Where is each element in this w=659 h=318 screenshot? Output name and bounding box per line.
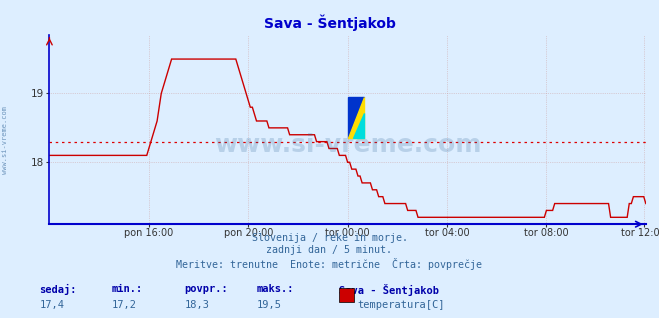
Text: Sava - Šentjakob: Sava - Šentjakob	[264, 14, 395, 31]
Text: Meritve: trenutne  Enote: metrične  Črta: povprečje: Meritve: trenutne Enote: metrične Črta: …	[177, 258, 482, 270]
Text: Slovenija / reke in morje.: Slovenija / reke in morje.	[252, 233, 407, 243]
Text: 17,4: 17,4	[40, 300, 65, 309]
Text: povpr.:: povpr.:	[185, 284, 228, 294]
Polygon shape	[348, 97, 364, 138]
Polygon shape	[348, 97, 364, 138]
Text: 19,5: 19,5	[257, 300, 282, 309]
Text: min.:: min.:	[112, 284, 143, 294]
Text: zadnji dan / 5 minut.: zadnji dan / 5 minut.	[266, 245, 393, 255]
Text: temperatura[C]: temperatura[C]	[358, 300, 445, 309]
Text: Sava - Šentjakob: Sava - Šentjakob	[339, 284, 440, 296]
Polygon shape	[353, 114, 364, 138]
Text: maks.:: maks.:	[257, 284, 295, 294]
Text: www.si-vreme.com: www.si-vreme.com	[214, 133, 481, 157]
Text: www.si-vreme.com: www.si-vreme.com	[2, 106, 9, 174]
Text: 18,3: 18,3	[185, 300, 210, 309]
Text: sedaj:: sedaj:	[40, 284, 77, 295]
Text: 17,2: 17,2	[112, 300, 137, 309]
